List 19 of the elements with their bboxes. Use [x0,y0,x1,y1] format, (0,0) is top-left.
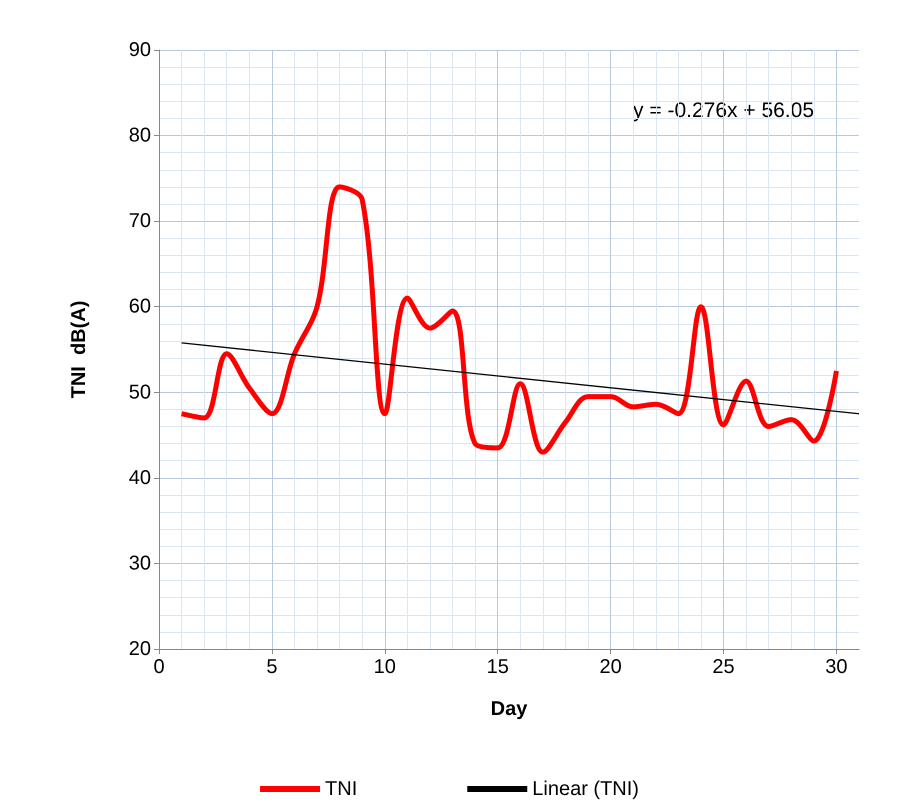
x-tick-label: 0 [153,656,165,678]
y-tick-label: 30 [128,552,151,574]
legend-label: Linear (TNI) [532,778,639,800]
y-axis-title: TNI dB(A) [68,300,90,398]
x-tick-label: 5 [266,656,278,678]
x-axis-title: Day [490,698,528,720]
y-tick-label: 60 [128,296,151,318]
y-tick-label: 90 [128,39,151,61]
x-tick-label: 20 [599,656,622,678]
legend-label: TNI [325,778,358,800]
x-tick-label: 15 [486,656,509,678]
x-tick-label: 10 [374,656,396,678]
y-tick-label: 50 [128,381,151,404]
x-tick-label: 25 [712,656,735,678]
y-tick-label: 70 [128,210,151,232]
y-tick-label: 80 [128,124,151,147]
x-tick-label: 30 [825,656,848,678]
y-tick-label: 40 [128,466,151,489]
y-tick-label: 20 [128,638,151,660]
